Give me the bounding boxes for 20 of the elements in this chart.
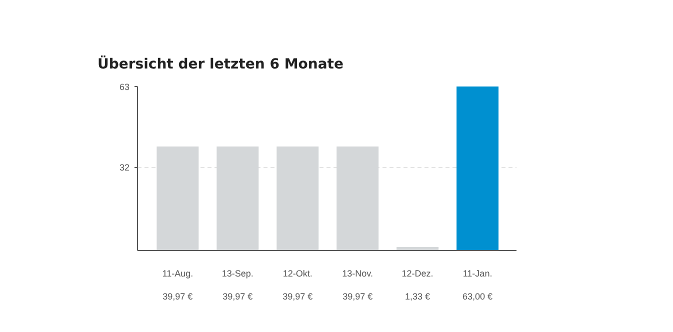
data-label: 1,33 € (405, 292, 430, 302)
data-label: 39,97 € (282, 292, 313, 302)
x-tick-label: 13-Nov. (342, 268, 374, 278)
bar (276, 146, 319, 250)
bar (456, 86, 499, 250)
bar (156, 146, 199, 250)
data-label: 63,00 € (462, 292, 493, 302)
x-tick-label: 13-Sep. (222, 268, 254, 278)
data-label: 39,97 € (222, 292, 253, 302)
x-tick-label: 12-Dez. (402, 268, 434, 278)
bar (336, 146, 379, 250)
chart-title: Übersicht der letzten 6 Monate (98, 56, 344, 72)
y-tick-label: 63 (119, 82, 130, 92)
data-label: 39,97 € (162, 292, 193, 302)
y-tick-label: 32 (119, 162, 130, 173)
x-tick-label: 11-Aug. (162, 268, 194, 278)
x-tick-label: 11-Jan. (462, 268, 492, 278)
bar (216, 146, 259, 250)
x-tick-label: 12-Okt. (282, 268, 312, 278)
data-label: 39,97 € (342, 292, 373, 302)
